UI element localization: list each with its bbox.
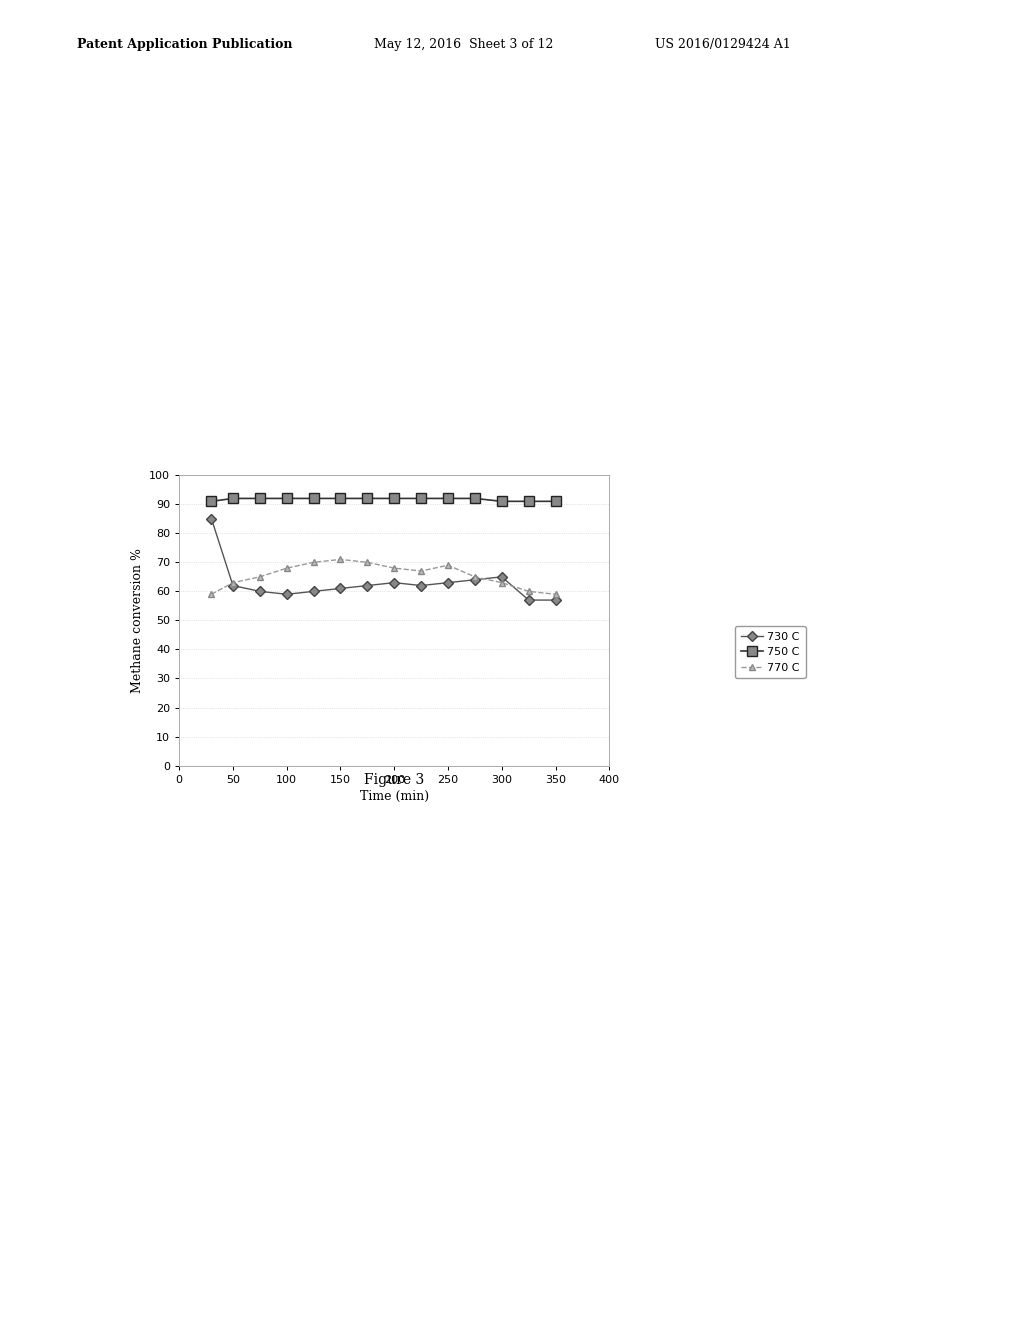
Text: US 2016/0129424 A1: US 2016/0129424 A1 (655, 37, 792, 50)
Text: May 12, 2016  Sheet 3 of 12: May 12, 2016 Sheet 3 of 12 (374, 37, 553, 50)
Text: Figure 3: Figure 3 (365, 774, 424, 787)
Text: Patent Application Publication: Patent Application Publication (77, 37, 292, 50)
Y-axis label: Methane conversion %: Methane conversion % (131, 548, 143, 693)
Legend: 730 C, 750 C, 770 C: 730 C, 750 C, 770 C (735, 626, 806, 678)
X-axis label: Time (min): Time (min) (359, 791, 429, 803)
